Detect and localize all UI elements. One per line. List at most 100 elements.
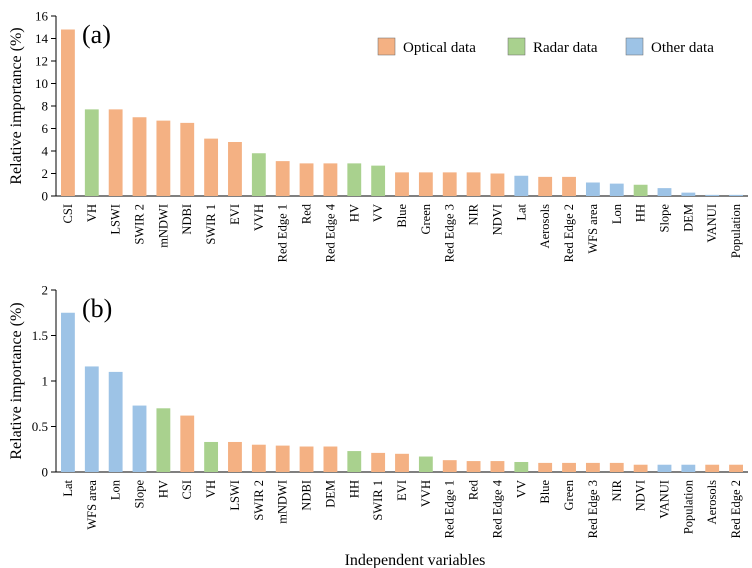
- panel-b-x-tick-label: EVI: [395, 480, 409, 501]
- panel-b-y-tick-label: 1.5: [32, 328, 48, 343]
- panel-a-bar: [442, 172, 457, 196]
- panel-b-bar: [228, 441, 242, 472]
- panel-b-bar: [156, 408, 171, 472]
- panel-b-bar: [108, 371, 123, 472]
- panel-a-y-tick-label: 16: [35, 9, 49, 24]
- panel-a-x-tick-label: DEM: [681, 204, 695, 232]
- panel-a-y-tick-label: 0: [42, 189, 49, 204]
- panel-a-bar: [156, 120, 171, 196]
- panel-a-x-tick-label: CSI: [61, 204, 75, 223]
- panel-a-bar: [562, 176, 576, 196]
- panel-a-bar: [395, 172, 409, 196]
- panel-b-x-tick-label: NDVI: [634, 480, 648, 511]
- legend-label-radar: Radar data: [533, 40, 598, 56]
- panel-a-x-tick-label: SWIR 1: [204, 204, 218, 245]
- panel-b-bar: [251, 444, 266, 472]
- legend-label-other: Other data: [651, 40, 714, 56]
- panel-b-bar: [729, 464, 743, 472]
- panel-b-bar: [371, 452, 386, 472]
- panel-b-bar: [490, 461, 505, 472]
- panel-a-bar: [84, 109, 99, 196]
- panel-a-x-tick-label: Lat: [514, 203, 528, 220]
- panel-b-x-tick-label: Slope: [133, 480, 147, 509]
- panel-b-bar: [585, 462, 600, 472]
- x-axis-title: Independent variables: [345, 552, 486, 568]
- panel-b-x-tick-label: HH: [347, 480, 361, 498]
- panel-b-x-tick-label: VVH: [419, 480, 433, 507]
- legend-swatch-radar: [507, 37, 526, 56]
- panel-b-y-tick-label: 1: [42, 374, 49, 389]
- panel-b-bar: [395, 453, 409, 472]
- panel-b-x-tick-label: HV: [156, 480, 170, 498]
- panel-b-y-axis-title: Relative importance (%): [8, 302, 25, 459]
- panel-a-bar: [538, 176, 553, 196]
- panel-a-bar: [681, 192, 696, 196]
- panel-b-x-tick-label: Red Edge 3: [586, 480, 600, 538]
- panel-b-bar: [84, 366, 99, 472]
- panel-b-bar: [418, 456, 433, 472]
- panel-a-x-tick-label: HH: [634, 204, 648, 222]
- panel-b-bar: [538, 462, 553, 472]
- panel-b-x-tick-label: Blue: [538, 480, 552, 504]
- panel-b-x-tick-label: NDBI: [300, 480, 314, 511]
- panel-a-bar: [61, 29, 75, 196]
- panel-a-chart: 0 2 4 6 8 10 12 14 16 CSI VH LSWI SWIR 2 mNDWI NDBI SWI…: [8, 9, 748, 262]
- legend-swatch-other: [625, 37, 644, 56]
- panel-a-x-tick-label: Blue: [395, 204, 409, 228]
- panel-b-x-tick-label: VV: [514, 480, 528, 498]
- panel-a-bar: [204, 138, 219, 196]
- panel-a-y-tick-label: 10: [35, 76, 48, 91]
- panel-a-x-tick-label: HV: [347, 204, 361, 222]
- panel-a-x-tick-label: Red Edge 4: [323, 203, 337, 262]
- panel-b-x-tick-label: DEM: [323, 480, 337, 508]
- panel-b-x-tick-label: Aerosols: [705, 480, 719, 525]
- panel-a-x-tick-label: mNDWI: [156, 204, 170, 248]
- panel-a-x-tick-label: Green: [419, 203, 433, 234]
- panel-a-bar: [299, 163, 314, 196]
- panel-a-bar: [347, 163, 362, 196]
- panel-a-y-tick-label: 14: [35, 31, 49, 46]
- panel-b-y-tick-label: 0: [42, 465, 49, 480]
- panel-b-bar: [442, 460, 457, 472]
- panel-b-x-tick-label: VANUI: [657, 480, 671, 519]
- panel-b-bar: [323, 446, 338, 472]
- panel-a-panel-label: (a): [82, 20, 111, 49]
- panel-a-bar: [514, 175, 529, 196]
- panel-b-y-tick-label: 0.5: [32, 419, 48, 434]
- panel-b-x-tick-label: Red Edge 1: [443, 480, 457, 538]
- panel-a-x-tick-label: Red Edge 2: [562, 204, 576, 262]
- panel-b-x-tick-label: SWIR 2: [252, 480, 266, 521]
- panel-a-x-tick-label: Red Edge 1: [276, 204, 290, 262]
- panel-b-x-tick-label: VH: [204, 480, 218, 498]
- panel-b-bar: [61, 312, 75, 472]
- panel-b-x-tick-label: Lat: [61, 479, 75, 496]
- panel-b-x-tick-label: Population: [681, 479, 695, 534]
- panel-b-x-tick-label: Green: [562, 479, 576, 510]
- panel-a-y-tick-label: 2: [42, 166, 49, 181]
- panel-a-x-tick-label: WFS area: [586, 204, 600, 254]
- panel-b-x-tick-label: Red: [467, 479, 481, 500]
- panel-a-x-tick-label: Slope: [657, 204, 671, 233]
- panel-b-bar: [299, 446, 314, 472]
- panel-b-bar: [347, 451, 362, 472]
- legend-label-optical: Optical data: [403, 40, 476, 56]
- panel-a-bar: [657, 188, 672, 196]
- panel-a-y-axis-title: Relative importance (%): [8, 27, 25, 184]
- panel-b-bar: [204, 441, 219, 472]
- panel-a-x-tick-label: SWIR 2: [133, 204, 147, 245]
- panel-a-bar: [729, 194, 743, 196]
- panel-b-bar: [180, 415, 195, 472]
- panel-b-x-tick-label: WFS area: [85, 480, 99, 530]
- panel-b-bar: [657, 464, 672, 472]
- panel-b-y-tick-label: 2: [42, 283, 49, 298]
- panel-a-bar: [705, 194, 720, 196]
- panel-a-x-tick-label: Population: [729, 203, 743, 258]
- panel-a-bar: [490, 173, 505, 196]
- panel-b-x-tick-label: Red Edge 4: [490, 479, 504, 538]
- panel-b-x-tick-label: CSI: [180, 480, 194, 499]
- panel-a-bar: [609, 183, 624, 196]
- panel-b-x-tick-label: LSWI: [228, 480, 242, 511]
- panel-a-y-tick-label: 8: [42, 99, 49, 114]
